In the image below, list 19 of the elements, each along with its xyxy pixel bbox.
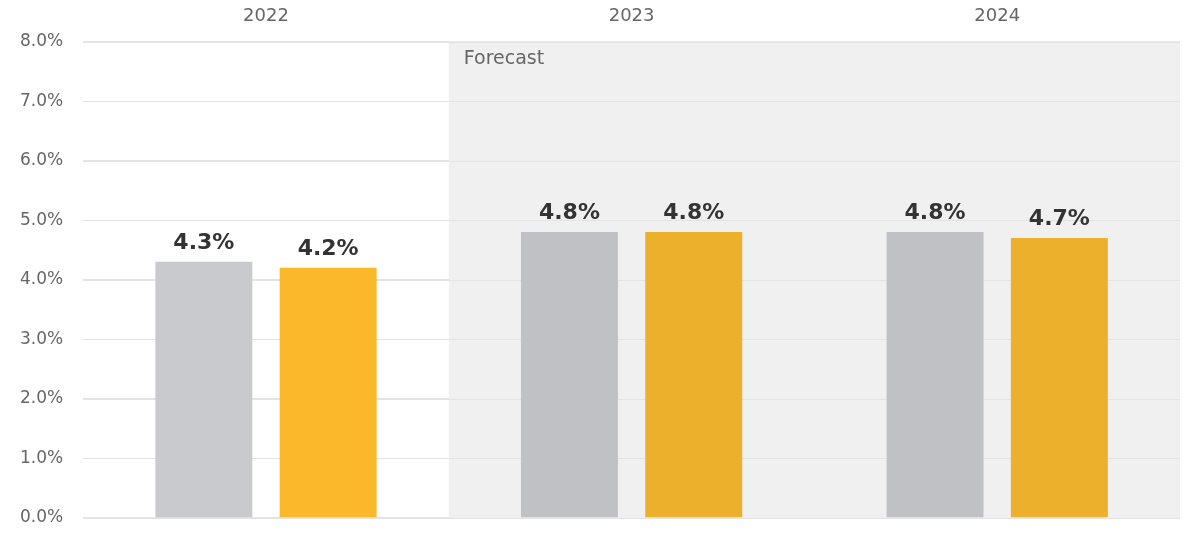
y-tick-label: 6.0% xyxy=(19,149,64,170)
data-label: 4.7% xyxy=(1028,204,1090,230)
y-tick-label: 5.0% xyxy=(19,208,64,229)
data-label: 4.2% xyxy=(297,234,359,260)
data-label: 4.3% xyxy=(173,228,235,254)
y-tick-label: 1.0% xyxy=(19,446,64,467)
x-tick-label: 2024 xyxy=(974,4,1021,26)
y-tick-label: 0.0% xyxy=(19,506,64,527)
x-tick-label: 2023 xyxy=(608,4,655,26)
x-tick-label: 2022 xyxy=(243,4,289,26)
y-tick-label: 3.0% xyxy=(19,327,64,348)
data-label: 4.8% xyxy=(538,198,600,224)
y-tick-label: 4.0% xyxy=(19,268,64,289)
band-label: Forecast xyxy=(463,46,545,69)
y-tick-label: 7.0% xyxy=(19,89,64,110)
y-tick-label: 2.0% xyxy=(19,387,64,408)
data-label: 4.8% xyxy=(663,198,725,224)
y-tick-label: 8.0% xyxy=(19,30,64,51)
data-label: 4.8% xyxy=(904,198,966,224)
